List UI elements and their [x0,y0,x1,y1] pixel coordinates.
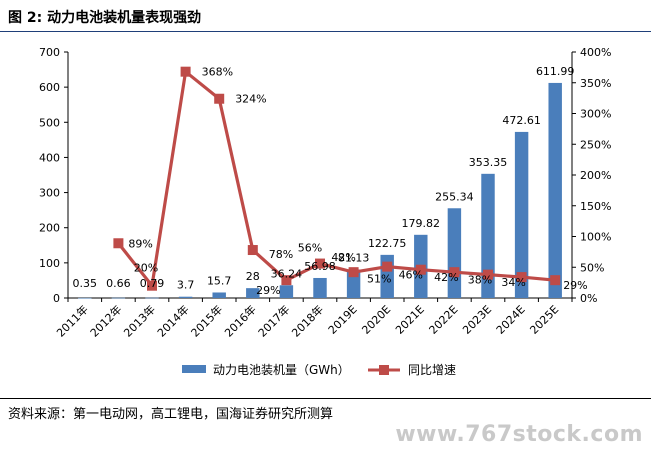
growth-point-marker [449,267,460,278]
x-tick-label: 2019E [326,303,360,337]
growth-value-label: 324% [235,93,266,106]
right-tick-label: 50% [580,261,604,274]
right-tick-label: 200% [580,169,611,182]
bar-value-label: 3.7 [177,279,195,292]
growth-value-label: 368% [202,66,233,79]
right-tick-label: 300% [580,108,611,121]
bar [514,131,529,298]
growth-value-label: 38% [468,274,492,287]
chart: 0 100 200 300 400 500 600 700 0% 50% 100% 150% 200% 2… [39,46,611,377]
bar [447,208,462,298]
growth-point-marker [382,261,393,272]
bar [111,297,126,299]
left-tick-label: 100 [39,257,60,270]
legend-label-line: 同比增速 [408,363,456,377]
bar [212,292,226,298]
growth-value-label: 89% [128,237,152,250]
bar-value-label: 0.79 [140,277,165,290]
x-tick-label: 2024E [494,303,528,337]
x-tick-label: 2025E [527,303,561,337]
bar [178,296,193,298]
growth-value-label: 42% [434,271,458,284]
growth-value-label: 20% [134,262,158,275]
bar [313,277,327,298]
bar-value-label: 56.98 [304,260,336,273]
x-tick-label: 2020E [359,303,393,337]
right-tick-label: 400% [580,46,611,59]
left-tick-label: 300 [39,187,60,200]
right-tick-label: 100% [580,231,611,244]
left-tick-label: 0 [53,292,60,305]
bar-value-label: 255.34 [435,190,474,203]
growth-point-marker [315,258,325,269]
bar-value-label: 0.35 [73,277,98,290]
growth-value-label: 29% [563,279,587,292]
growth-point-marker [113,238,124,249]
bar-value-label: 36.24 [271,267,303,280]
growth-point-marker [147,280,157,291]
growth-value-label: 29% [256,284,280,297]
x-tick-label: 2023E [460,303,494,337]
bar-value-label: 179.82 [402,217,441,230]
left-tick-label: 700 [39,46,60,59]
growth-value-label: 46% [399,269,423,282]
left-tick-label: 600 [39,81,60,94]
x-tick-label: 2013年 [121,302,158,339]
growth-point-marker [247,245,258,256]
bar-value-label: 81.13 [338,251,370,264]
bar [78,297,92,299]
bar-value-label: 15.7 [207,274,232,287]
growth-value-label: 56% [298,242,322,255]
x-tick-label: 2022E [427,303,461,337]
left-tick-label: 500 [39,116,60,129]
bar-value-label: 0.66 [106,277,131,290]
source-divider [0,398,651,399]
right-tick-label: 350% [580,77,611,90]
bar [145,297,159,299]
left-tick-label: 200 [39,222,60,235]
watermark: www.767stock.com [395,422,643,447]
x-tick-label: 2012年 [87,302,124,339]
x-tick-label: 2011年 [53,302,90,339]
right-tick-label: 150% [580,200,611,213]
x-tick-label: 2016年 [221,302,258,339]
bar-value-label: 472.61 [502,114,541,127]
right-tick-label: 250% [580,138,611,151]
right-tick-label: 0% [580,292,597,305]
growth-line [117,68,556,290]
bar-value-label: 353.35 [469,156,508,169]
legend-label-bars: 动力电池装机量（GWh） [213,363,350,377]
growth-point-marker [483,269,493,280]
x-tick-label: 2017年 [255,302,292,339]
left-tick-label: 400 [39,151,60,164]
growth-point-marker [180,66,191,77]
growth-point-marker [348,267,359,278]
legend-swatch-marker [379,365,389,375]
bar [481,173,495,298]
x-tick-label: 2018年 [289,302,326,339]
x-tick-label: 2014年 [154,302,191,339]
bar [548,82,562,298]
growth-value-label: 51% [367,273,391,286]
growth-point-marker [550,275,561,286]
growth-point-marker [214,93,225,104]
x-tick-label: 2021E [393,303,427,337]
figure-title: 图 2: 动力电池装机量表现强劲 [8,10,202,26]
growth-value-label: 78% [269,248,293,261]
growth-point-marker [516,272,527,283]
bar-value-label: 611.99 [536,65,575,78]
source-note: 资料来源：第一电动网，高工锂电，国海证券研究所测算 [8,407,334,422]
x-tick-label: 2015年 [188,302,225,339]
bar-value-label: 28 [246,270,260,283]
growth-value-label: 42% [331,251,355,264]
growth-value-label: 34% [501,276,525,289]
legend-swatch-bars [182,365,206,373]
title-divider [0,31,651,32]
growth-point-marker [281,275,292,286]
bar [279,285,294,298]
bar [246,288,260,298]
growth-point-marker [415,264,426,275]
bar-value-label: 122.75 [368,237,407,250]
